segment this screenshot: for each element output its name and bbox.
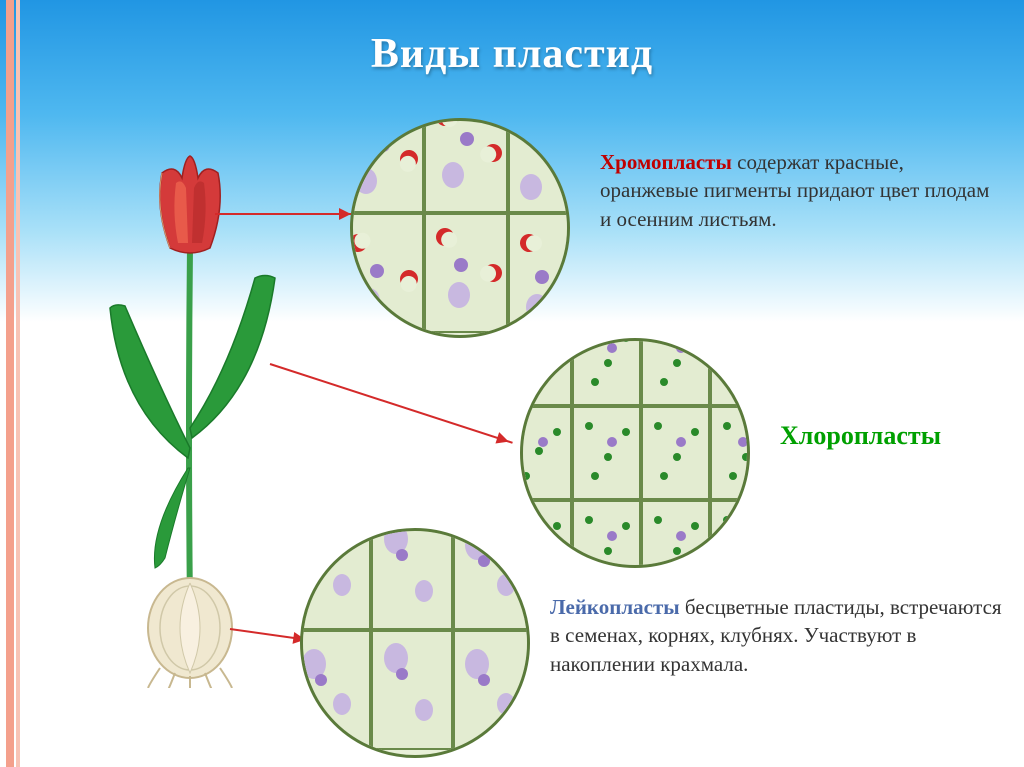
slide-title: Виды пластид — [40, 30, 984, 78]
chromoplast-heading: Хромопласты — [600, 150, 732, 174]
chloroplast-heading: Хлоропласты — [780, 421, 941, 450]
chromoplast-cells-circle — [350, 118, 570, 338]
chloroplast-text: Хлоропласты — [780, 418, 1024, 453]
content-area: Хромопласты содержат красные, оранжевые … — [40, 88, 984, 748]
cell-grid — [520, 338, 750, 568]
leucoplast-text: Лейкопласты бесцветные пластиды, встреча… — [550, 593, 1010, 678]
tulip-plant-illustration — [100, 128, 280, 688]
leucoplast-heading: Лейкопласты — [550, 595, 680, 619]
cell-grid — [350, 118, 570, 338]
chloroplast-cells-circle — [520, 338, 750, 568]
chromoplast-text: Хромопласты содержат красные, оранжевые … — [600, 148, 1000, 233]
cell-grid — [300, 528, 530, 758]
arrow-to-chromoplasts — [215, 213, 355, 215]
slide-container: Виды пластид — [0, 0, 1024, 767]
arrow-to-chloroplasts — [270, 363, 513, 444]
leucoplast-cells-circle — [300, 528, 530, 758]
side-accent-bar — [0, 0, 24, 767]
